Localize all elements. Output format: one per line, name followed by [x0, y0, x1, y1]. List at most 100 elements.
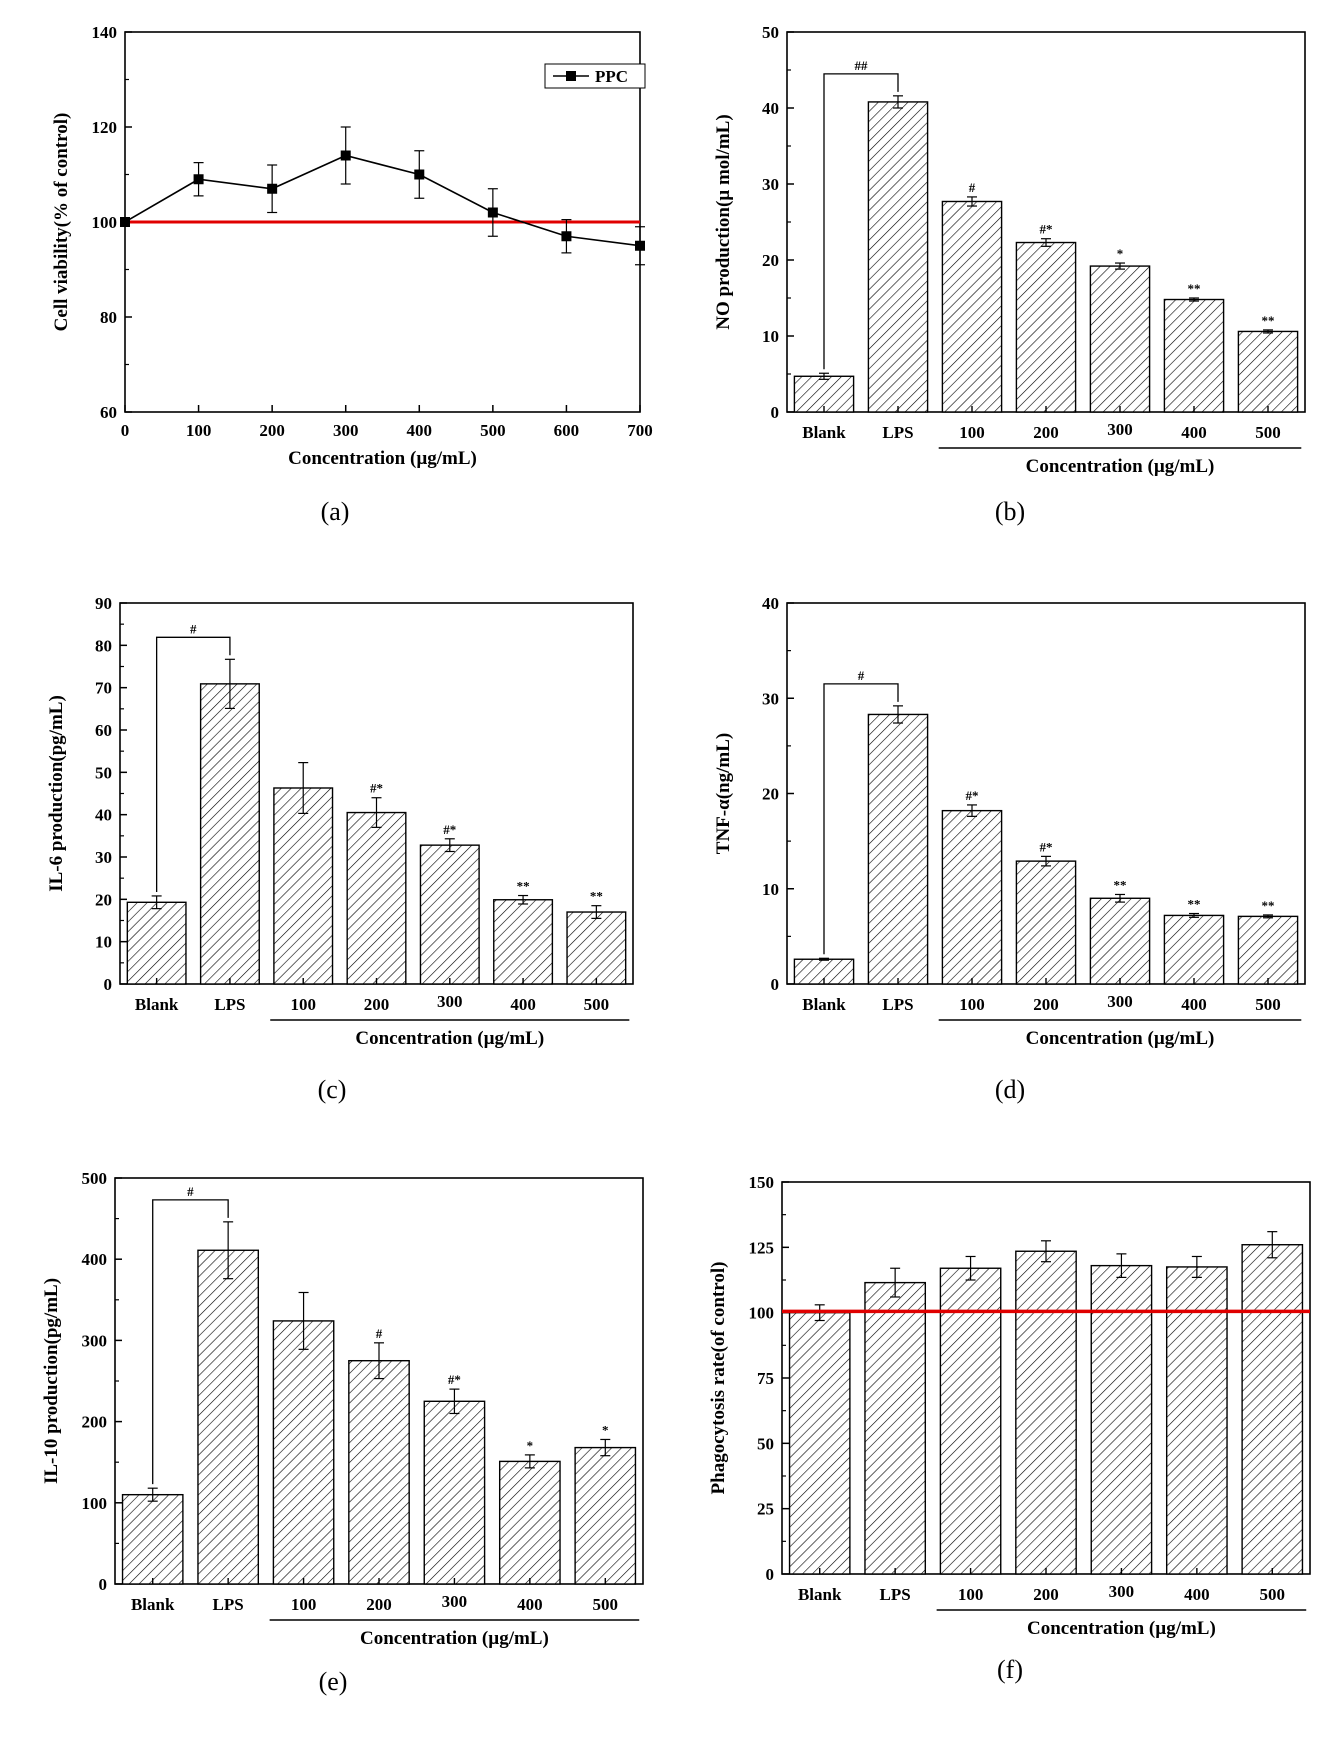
panel-label: (d) [995, 1075, 1025, 1104]
category-label: LPS [882, 995, 913, 1014]
bar [1237, 330, 1299, 413]
bar [864, 1281, 927, 1575]
y-tick-label: 60 [100, 403, 117, 422]
category-label: 200 [1033, 995, 1059, 1014]
y-tick-label: 25 [757, 1500, 774, 1519]
bar [1015, 860, 1077, 985]
y-tick-label: 20 [762, 785, 779, 804]
data-point [340, 150, 351, 161]
y-tick-label: 100 [749, 1304, 775, 1323]
significance-mark: #* [448, 1372, 461, 1387]
panel-label: (a) [321, 497, 350, 526]
chart-panel-f: 0 25 50 75 100 125 150 Phagocytosis rate(of con… [708, 1173, 1311, 1684]
y-axis-label: NO production(µ mol/mL) [713, 114, 734, 329]
chart-panel-e: 0 100 200 300 400 500 IL-10 production(pg/mL) (… [41, 1169, 644, 1696]
bracket-label: # [858, 668, 865, 683]
category-label: Blank [798, 1585, 842, 1604]
y-tick-label: 200 [82, 1413, 108, 1432]
x-tick-label: 100 [186, 421, 212, 440]
panel-label: (e) [319, 1667, 348, 1696]
category-label: 400 [517, 1595, 543, 1614]
y-tick-label: 0 [766, 1565, 775, 1584]
x-axis-label: Concentration (µg/mL) [1027, 1618, 1216, 1639]
y-tick-label: 40 [95, 806, 112, 825]
significance-mark: ** [590, 889, 603, 904]
legend-marker [566, 71, 576, 81]
y-tick-label: 100 [92, 213, 118, 232]
y-tick-label: 10 [95, 933, 112, 952]
chart-panel-b: 0 10 20 30 40 50 NO production(µ mol/mL) (b) Bla… [713, 23, 1306, 526]
y-tick-label: 80 [100, 308, 117, 327]
y-tick-label: 500 [82, 1169, 108, 1188]
y-axis-label: IL-10 production(pg/mL) [41, 1278, 62, 1484]
chart-panel-a: 60 80 100 120 140 Cell viability(% of control… [51, 23, 653, 526]
y-tick-label: 0 [104, 975, 113, 994]
bar [419, 844, 480, 985]
y-tick-label: 150 [749, 1173, 775, 1192]
bracket-label: # [187, 1184, 194, 1199]
bar [939, 1267, 1002, 1575]
significance-mark: * [602, 1422, 609, 1437]
y-tick-label: 50 [757, 1434, 774, 1453]
y-tick-label: 40 [762, 99, 779, 118]
x-tick-label: 500 [480, 421, 506, 440]
panel-label: (c) [318, 1075, 347, 1104]
bar [498, 1460, 561, 1585]
y-tick-label: 10 [762, 880, 779, 899]
category-label: 100 [959, 423, 985, 442]
bar [1015, 241, 1077, 413]
category-label: LPS [214, 995, 245, 1014]
data-point [267, 183, 278, 194]
y-tick-label: 30 [762, 689, 779, 708]
category-label: 500 [1255, 995, 1281, 1014]
category-label: 400 [510, 995, 536, 1014]
x-axis-label: Concentration (µg/mL) [360, 1628, 549, 1649]
category-label: 200 [366, 1595, 392, 1614]
data-point [414, 169, 425, 180]
category-label: 100 [958, 1585, 984, 1604]
category-label: 200 [364, 995, 390, 1014]
category-label: 300 [442, 1592, 468, 1611]
category-label: Blank [131, 1595, 175, 1614]
y-axis-label: Cell viability(% of control) [51, 113, 72, 332]
significance-mark: #* [443, 822, 456, 837]
category-label: 500 [1260, 1585, 1286, 1604]
bar [197, 1249, 260, 1585]
x-tick-label: 0 [121, 421, 130, 440]
y-tick-label: 400 [82, 1250, 108, 1269]
data-point [635, 240, 645, 251]
bar [423, 1400, 486, 1585]
category-label: LPS [880, 1585, 911, 1604]
bar [1163, 914, 1225, 985]
data-point [120, 217, 130, 227]
bar [941, 200, 1003, 413]
panel-label: (b) [995, 497, 1025, 526]
significance-mark: ** [1188, 897, 1201, 912]
y-tick-label: 120 [92, 118, 118, 137]
y-tick-label: 0 [771, 403, 780, 422]
y-tick-label: 30 [762, 175, 779, 194]
y-tick-label: 125 [749, 1238, 775, 1257]
category-label: 400 [1181, 995, 1207, 1014]
data-point [193, 174, 204, 185]
bar [1090, 1264, 1153, 1575]
significance-mark: # [376, 1326, 383, 1341]
significance-mark: ** [1262, 898, 1275, 913]
y-tick-label: 0 [771, 975, 780, 994]
y-axis-label: IL-6 production(pg/mL) [46, 695, 67, 892]
bar [566, 911, 627, 985]
significance-bracket [823, 73, 899, 370]
category-label: 500 [584, 995, 610, 1014]
category-label: 300 [1109, 1582, 1135, 1601]
significance-mark: #* [1040, 839, 1053, 854]
bar [1241, 1244, 1304, 1575]
y-tick-label: 10 [762, 327, 779, 346]
category-label: 200 [1033, 1585, 1059, 1604]
bar [1163, 298, 1225, 413]
x-tick-label: 700 [627, 421, 653, 440]
y-tick-label: 60 [95, 721, 112, 740]
bar [126, 901, 187, 985]
y-tick-label: 40 [762, 594, 779, 613]
y-axis-label: TNF-α(ng/mL) [713, 733, 734, 854]
category-label: LPS [882, 423, 913, 442]
